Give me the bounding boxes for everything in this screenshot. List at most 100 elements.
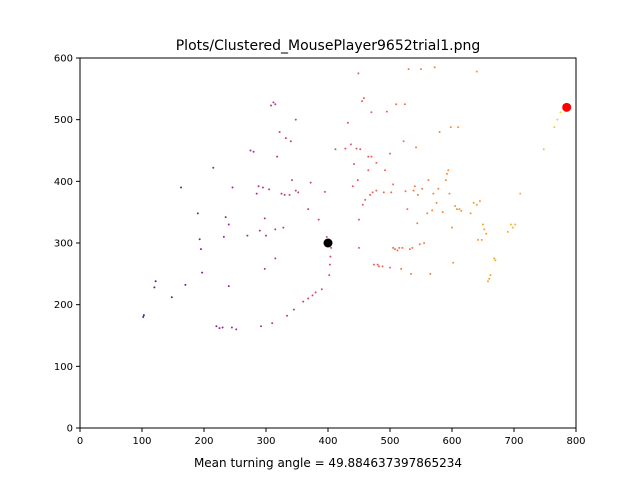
data-point	[385, 110, 388, 113]
data-point	[381, 265, 384, 268]
data-point	[416, 222, 419, 225]
data-point	[454, 205, 457, 207]
data-point	[412, 189, 415, 192]
data-point	[269, 104, 272, 107]
data-point	[323, 190, 326, 193]
data-point	[361, 100, 364, 103]
data-point	[361, 203, 364, 206]
data-point	[142, 314, 145, 317]
x-tick-label: 700	[504, 436, 523, 447]
data-point	[435, 201, 438, 204]
data-point	[252, 150, 255, 153]
data-point	[154, 280, 157, 283]
data-point	[257, 185, 260, 188]
data-point	[441, 211, 444, 214]
data-point	[427, 179, 430, 182]
data-point	[410, 272, 413, 275]
data-point	[286, 314, 289, 317]
data-point	[392, 183, 395, 186]
data-point	[249, 149, 252, 152]
data-point	[413, 185, 416, 188]
data-points	[142, 66, 565, 331]
data-point	[358, 218, 360, 221]
data-point	[235, 328, 238, 331]
x-tick-label: 300	[256, 436, 275, 447]
y-tick-label: 500	[54, 115, 73, 126]
data-point	[382, 191, 385, 194]
data-point	[274, 257, 277, 260]
data-point	[449, 126, 452, 129]
data-point	[359, 148, 362, 151]
data-point	[420, 68, 422, 71]
data-point	[370, 111, 373, 114]
data-point	[519, 192, 522, 195]
data-point	[438, 131, 441, 133]
data-point	[404, 190, 407, 193]
data-point	[180, 186, 183, 189]
data-point	[482, 223, 484, 226]
data-point	[408, 248, 411, 251]
data-point	[494, 259, 497, 262]
data-point	[263, 267, 266, 270]
y-tick-label: 200	[54, 300, 73, 311]
data-point	[278, 131, 281, 133]
data-point	[472, 201, 475, 204]
data-point	[288, 193, 291, 196]
data-point	[406, 208, 409, 211]
x-tick-label: 800	[566, 436, 585, 447]
data-point	[325, 235, 328, 238]
data-point	[384, 169, 387, 172]
x-axis: 0 100 200 300 400 500 600 700 800	[77, 428, 586, 447]
data-point	[184, 283, 187, 286]
data-point	[475, 70, 478, 73]
data-point	[329, 255, 332, 258]
data-point	[398, 246, 401, 249]
data-point	[289, 140, 292, 143]
data-point	[457, 126, 460, 129]
data-point	[230, 326, 233, 329]
data-point	[362, 97, 365, 100]
data-point	[488, 277, 491, 280]
data-point	[276, 155, 279, 158]
data-point	[485, 232, 488, 235]
data-point	[553, 126, 556, 129]
data-point	[265, 234, 267, 237]
data-point	[469, 212, 472, 215]
data-point	[356, 179, 359, 182]
data-point	[302, 300, 305, 303]
data-point	[170, 296, 173, 299]
data-point	[196, 212, 199, 215]
data-point	[201, 271, 204, 274]
data-point	[367, 155, 370, 158]
data-point	[478, 200, 481, 203]
data-point	[421, 187, 424, 190]
data-point	[198, 238, 201, 241]
data-point	[351, 185, 354, 188]
data-point	[451, 226, 453, 229]
data-point	[280, 192, 283, 195]
y-axis: 0 100 200 300 400 500 600	[54, 54, 80, 435]
data-point	[389, 266, 391, 269]
data-point	[142, 316, 145, 318]
data-point	[268, 188, 271, 191]
data-point	[307, 297, 310, 300]
data-point	[255, 192, 258, 195]
data-point	[455, 208, 458, 211]
data-point	[511, 226, 514, 229]
data-point	[509, 223, 512, 226]
x-tick-label: 100	[132, 436, 151, 447]
x-tick-label: 400	[318, 436, 337, 447]
y-tick-label: 600	[54, 54, 73, 65]
data-point	[328, 274, 331, 277]
data-point	[357, 72, 360, 75]
data-point	[291, 179, 294, 182]
data-point	[221, 326, 224, 329]
data-point	[432, 192, 435, 195]
y-tick-label: 0	[67, 424, 73, 435]
data-point	[493, 257, 496, 260]
data-point	[355, 147, 358, 150]
data-point	[392, 246, 395, 249]
data-point	[486, 280, 489, 283]
data-point	[458, 208, 461, 211]
data-point	[426, 212, 429, 215]
